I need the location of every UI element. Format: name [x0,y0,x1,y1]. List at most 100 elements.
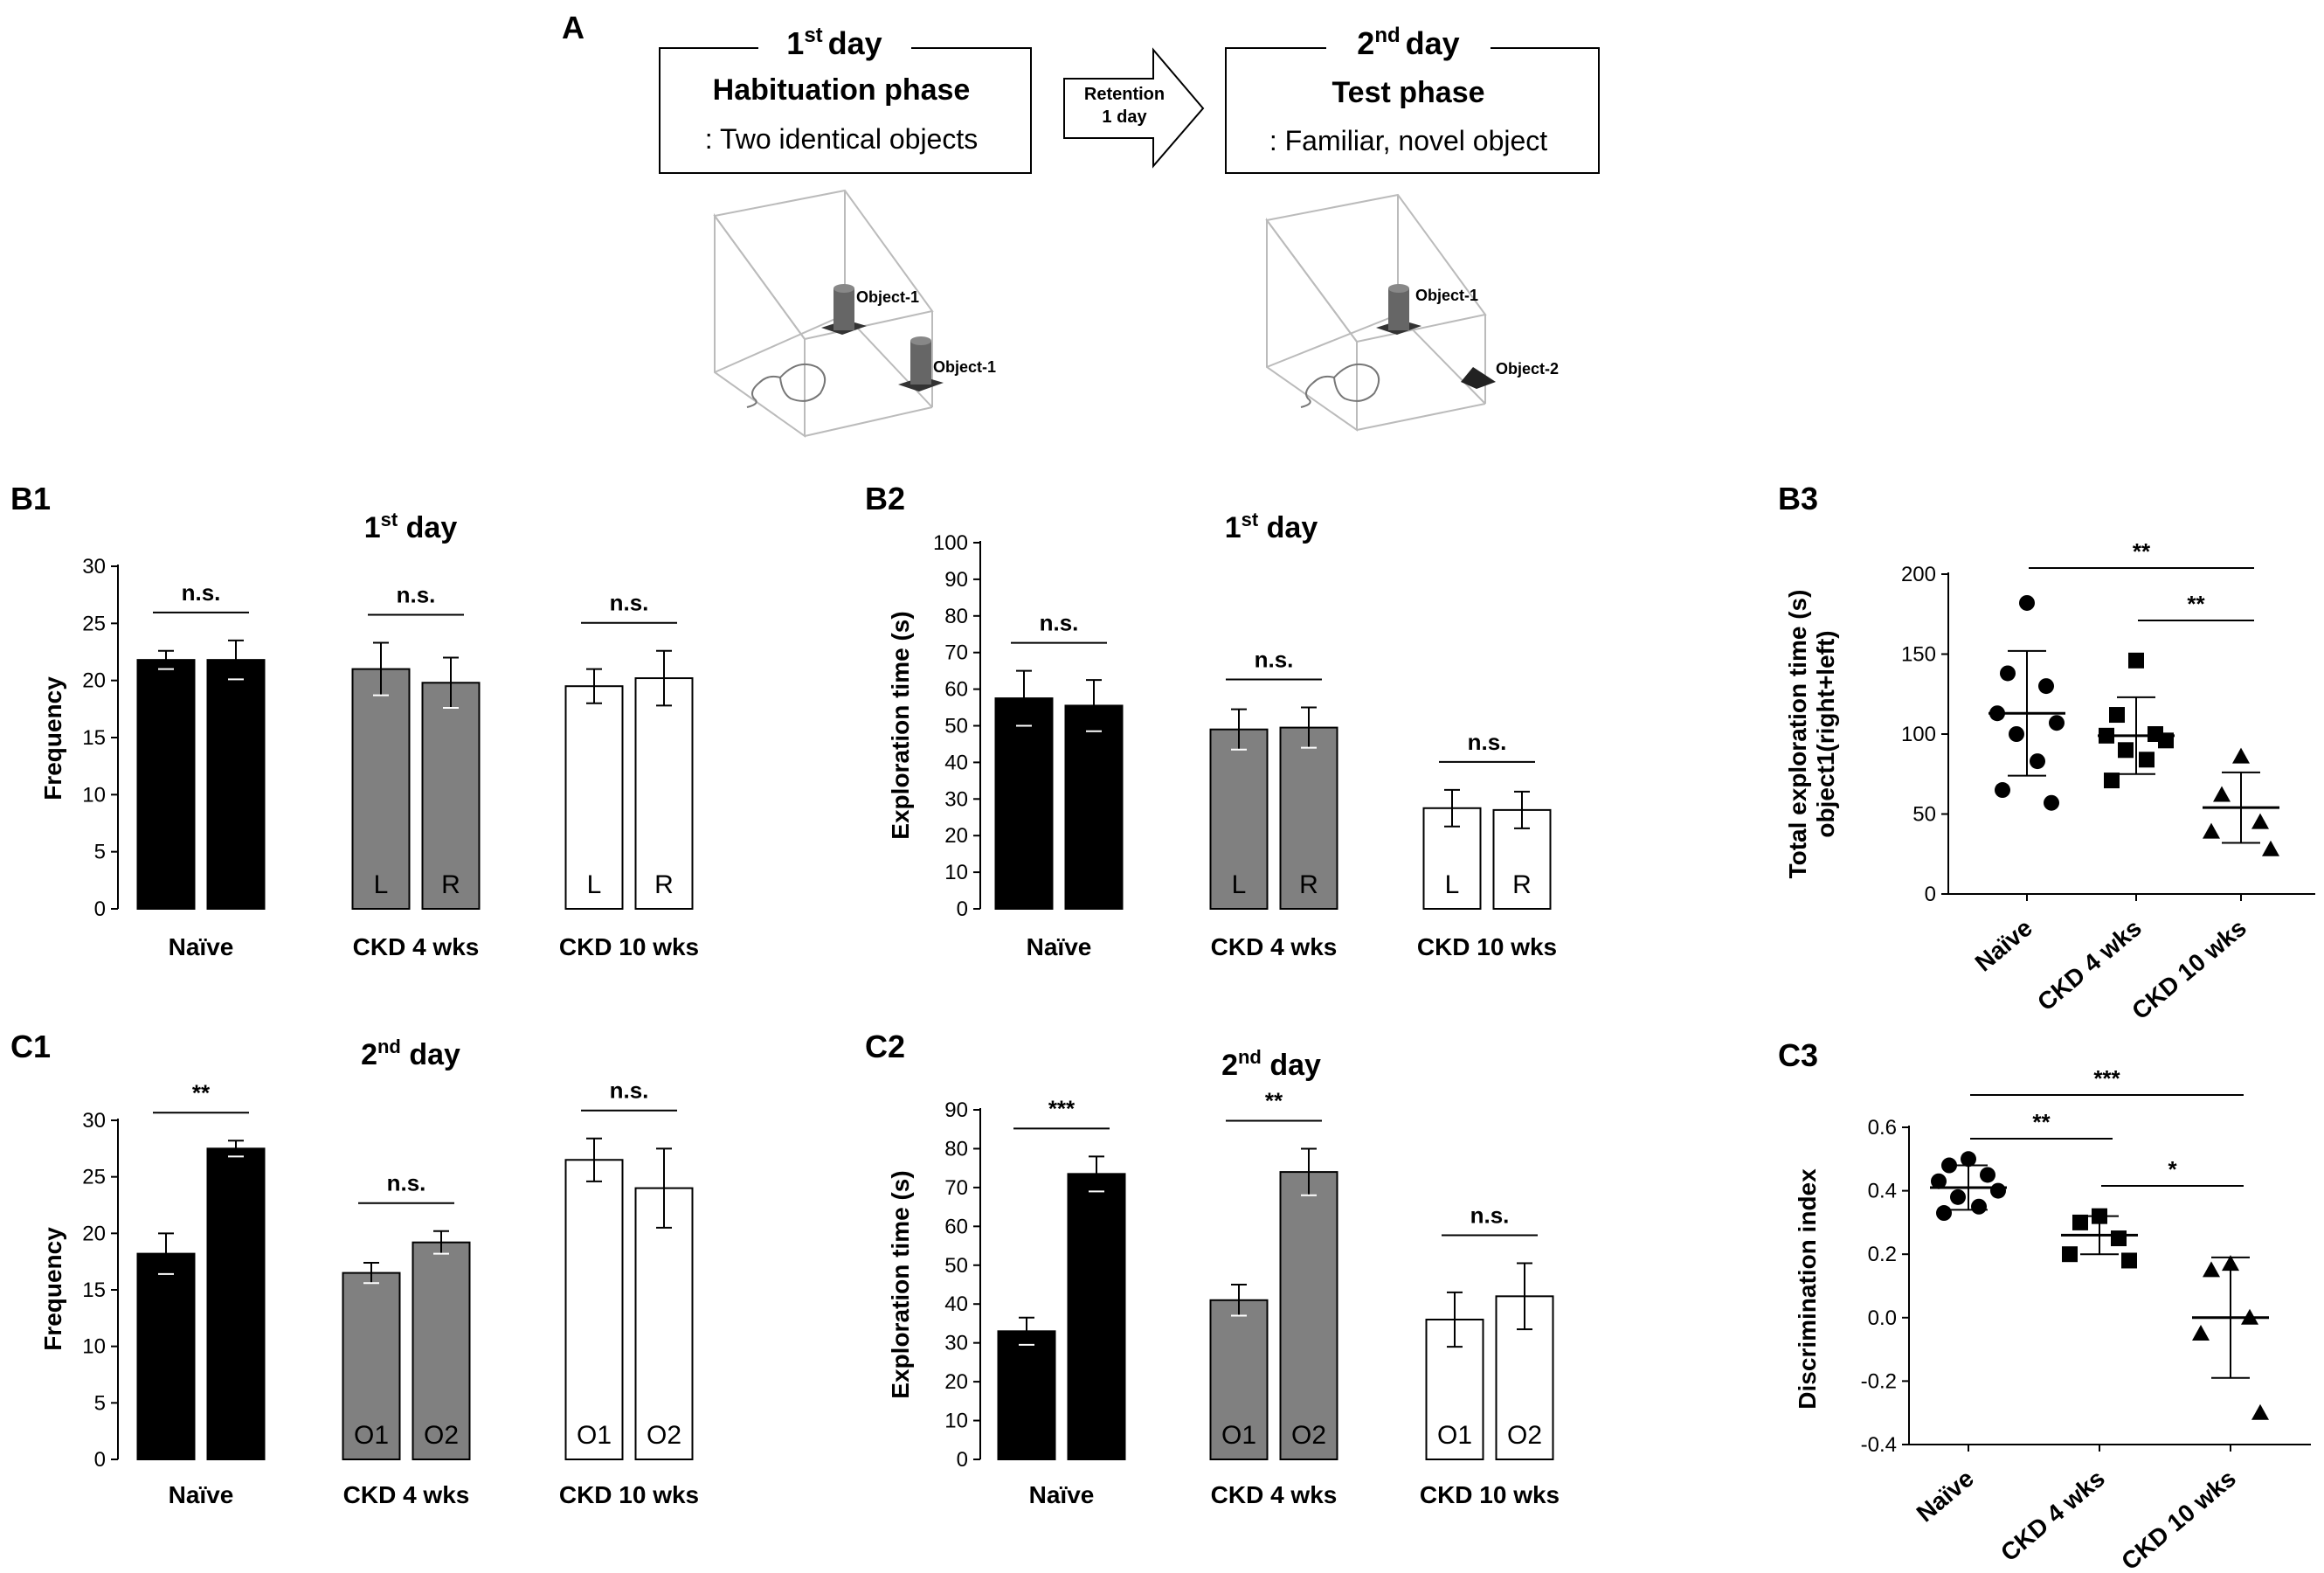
y-tick-label: 25 [82,612,106,635]
y-tick-label: 15 [82,1278,106,1302]
day2-subtitle: : Familiar, novel object [1269,125,1547,156]
c2-panel-label: C2 [865,1029,905,1064]
point [2251,813,2269,829]
chart-b1: B1 1st day Frequency 0 5 10 15 20 25 30 L Rn.s. Naïv… [10,481,699,960]
day2-header: 2nd day [1357,24,1459,61]
bar-label: O1 [577,1421,612,1450]
y-tick-label: 60 [944,678,968,702]
category-label: Naïve [1029,1481,1095,1508]
sig-label: n.s. [1470,1202,1510,1229]
day2-header-bg [1326,26,1491,66]
y-tick-label: 0.4 [1868,1180,1897,1203]
y-tick-label: -0.4 [1861,1433,1897,1457]
sig-label: ** [2133,538,2151,565]
point [2139,752,2155,768]
y-tick-label: 90 [944,1098,968,1122]
y-tick-label: 100 [933,531,968,555]
bar [634,1187,694,1460]
b3-ylabel: object1(right+left) [1812,630,1839,837]
category-label: Naïve [1970,914,2037,977]
category-label: CKD 10 wks [2116,1465,2241,1573]
sig-label: ** [2032,1109,2051,1135]
y-tick-label: 150 [1901,643,1936,667]
c1-panel-label: C1 [10,1029,51,1064]
bar [564,685,624,911]
point [2192,1324,2210,1341]
c3-ylabel: Discrimination index [1794,1168,1821,1410]
bar-label: R [654,870,674,899]
category-label: CKD 4 wks [353,933,480,960]
y-tick-label: 0 [1925,883,1936,906]
y-tick-label: 50 [1912,803,1936,827]
y-tick-label: 30 [82,1109,106,1133]
bar-label: O1 [1437,1421,1472,1450]
category-label: CKD 4 wks [1995,1465,2110,1567]
bar-label: L [1017,870,1032,899]
y-tick-label: 50 [944,715,968,738]
c2-title: 2nd day [1221,1046,1321,1082]
y-tick-label: 100 [1901,723,1936,746]
y-tick-label: 10 [82,783,106,807]
y-tick-label: 70 [944,641,968,665]
y-tick-label: 0 [94,1448,106,1472]
bar-label: L [159,870,174,899]
c3-panel-label: C3 [1778,1037,1818,1073]
sig-label: n.s. [387,1170,426,1196]
sig-label: n.s. [610,590,649,616]
arena1-obj-a: Object-1 [856,288,919,306]
bar-label: R [1084,870,1103,899]
point [2251,1403,2269,1420]
bar-label: R [1512,870,1532,899]
point [2203,1261,2220,1278]
retention-arrow [1063,47,1205,169]
panel-a: A 1st day Habituation phase : Two identic… [562,10,1600,438]
day1-header-bg [758,26,911,66]
point [1990,1182,2006,1199]
chart-b2: B2 1st day Exploration time (s) 0 10 20 30 40 50… [865,481,1557,960]
bar-label: L [1232,870,1247,899]
bar-label: O1 [149,1421,183,1450]
point [2019,594,2035,611]
y-tick-label: 30 [944,1332,968,1355]
y-tick-label: 40 [944,751,968,774]
bar-label: O1 [1009,1421,1044,1450]
bar [136,659,196,910]
category-label: CKD 10 wks [1417,933,1557,960]
bar-label: R [441,870,460,899]
day2-title: Test phase [1331,76,1484,109]
arena-day1 [713,189,934,438]
chart-c2: C2 2nd day Exploration time (s) 0 10 20 30 40 50… [865,1029,1560,1508]
point [2038,678,2054,695]
y-tick-label: 50 [944,1254,968,1278]
point [2109,707,2125,724]
retention-line1: Retention [1084,85,1165,104]
point [2128,652,2144,669]
point [2030,753,2045,770]
bar [1067,1173,1126,1461]
arena-day2 [1265,193,1487,432]
sig-label: * [2168,1156,2177,1182]
point [2262,840,2279,856]
b3-panel-label: B3 [1778,481,1818,516]
b1-ylabel: Frequency [39,676,66,800]
bar [412,1241,471,1461]
b2-panel-label: B2 [865,481,905,516]
bar-label: R [1299,870,1318,899]
sig-label: *** [1048,1095,1076,1121]
y-tick-label: 20 [82,669,106,693]
day1-subtitle: : Two identical objects [705,123,978,155]
b1-panel-label: B1 [10,481,51,516]
category-label: Naïve [169,1481,234,1508]
y-tick-label: 10 [944,1410,968,1433]
arena-day1-objects [746,284,944,408]
sig-label: n.s. [1040,610,1079,636]
sig-label: ** [1265,1087,1283,1113]
y-tick-label: 30 [944,787,968,811]
c2-ylabel: Exploration time (s) [887,1170,914,1398]
arena-day2-objects [1300,284,1496,408]
sig-label: ** [192,1079,211,1105]
point [2049,715,2065,731]
panel-a-label: A [562,10,584,45]
y-tick-label: 0.6 [1868,1116,1897,1140]
y-tick-label: 0 [94,897,106,921]
